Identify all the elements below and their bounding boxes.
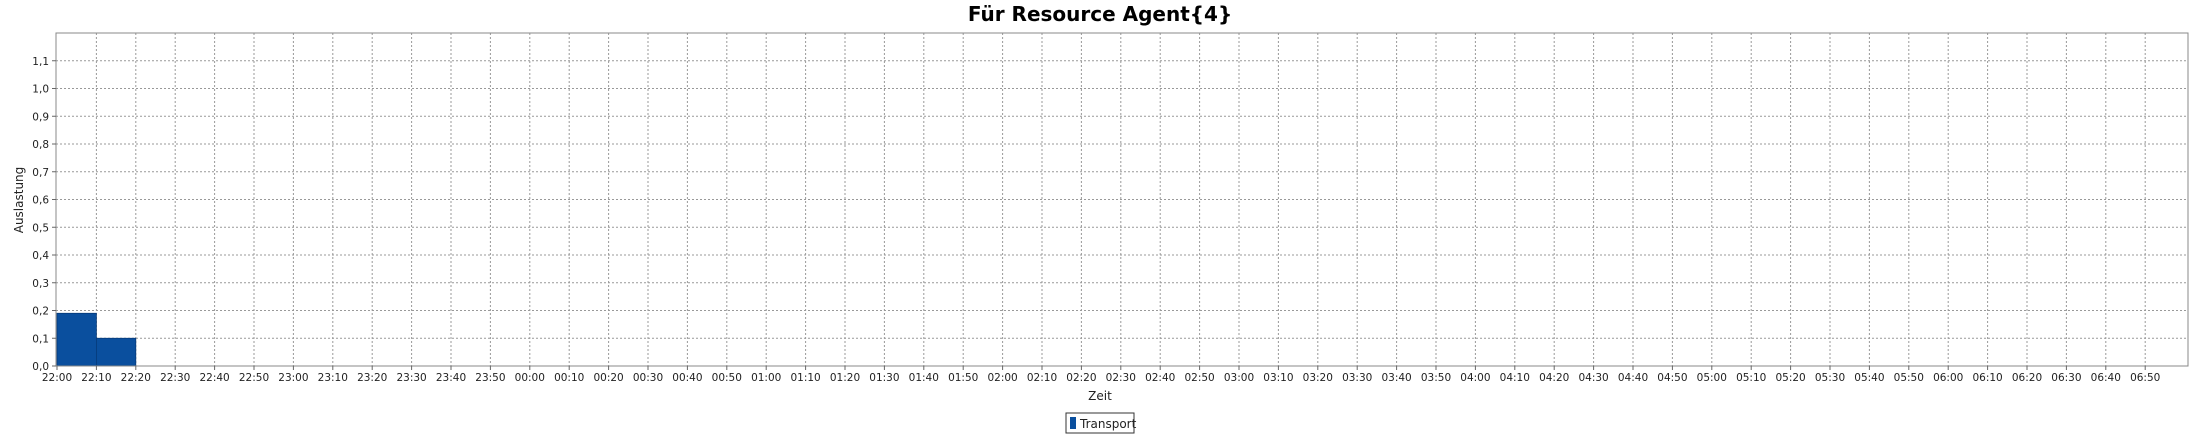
x-tick-label: 22:10 xyxy=(81,372,111,384)
y-tick-label: 0,9 xyxy=(32,111,49,123)
y-ticks: 0,0 0,1 0,2 0,3 0,4 0,5 0,6 0,7 0,8 0,9 1,0 1,1 xyxy=(32,56,56,373)
x-tick-label: 05:20 xyxy=(1775,372,1805,384)
x-tick-label: 23:30 xyxy=(396,372,426,384)
x-tick-label: 00:40 xyxy=(672,372,702,384)
x-tick-label: 02:40 xyxy=(1145,372,1175,384)
y-tick-label: 0,6 xyxy=(32,195,49,207)
y-tick-label: 0,8 xyxy=(32,139,49,151)
x-tick-label: 03:00 xyxy=(1224,372,1254,384)
bars xyxy=(56,312,137,367)
x-tick-label: 02:10 xyxy=(1027,372,1057,384)
legend-label: Transport xyxy=(1079,417,1137,431)
x-tick-label: 03:10 xyxy=(1263,372,1293,384)
y-tick-label: 0,0 xyxy=(32,361,49,373)
y-tick-label: 0,2 xyxy=(32,306,49,318)
x-tick-label: 03:40 xyxy=(1381,372,1411,384)
x-tick-label: 03:20 xyxy=(1303,372,1333,384)
x-tick-label: 01:40 xyxy=(909,372,939,384)
x-tick-label: 00:30 xyxy=(633,372,663,384)
x-tick-label: 02:50 xyxy=(1184,372,1214,384)
x-tick-label: 04:40 xyxy=(1618,372,1648,384)
legend: Transport xyxy=(1065,412,1137,434)
x-tick-label: 04:00 xyxy=(1460,372,1490,384)
x-tick-label: 04:50 xyxy=(1657,372,1687,384)
x-tick-label: 22:40 xyxy=(199,372,229,384)
x-tick-label: 05:10 xyxy=(1736,372,1766,384)
x-tick-label: 03:50 xyxy=(1421,372,1451,384)
chart-title: Für Resource Agent{4} xyxy=(968,2,1232,26)
x-tick-label: 01:20 xyxy=(830,372,860,384)
x-tick-label: 01:10 xyxy=(790,372,820,384)
y-tick-label: 0,7 xyxy=(32,167,49,179)
legend-box xyxy=(1065,412,1135,434)
grid xyxy=(56,33,2188,366)
y-tick-label: 0,5 xyxy=(32,222,49,234)
x-tick-label: 01:50 xyxy=(948,372,978,384)
x-tick-label: 05:40 xyxy=(1854,372,1884,384)
x-tick-label: 22:20 xyxy=(121,372,151,384)
x-tick-label: 06:50 xyxy=(2130,372,2160,384)
x-tick-label: 06:20 xyxy=(2012,372,2042,384)
x-tick-label: 02:20 xyxy=(1066,372,1096,384)
x-axis-label: Zeit xyxy=(1088,389,1112,403)
y-tick-label: 0,1 xyxy=(32,333,49,345)
x-tick-label: 02:00 xyxy=(987,372,1017,384)
x-tick-label: 02:30 xyxy=(1106,372,1136,384)
x-tick-label: 06:10 xyxy=(1972,372,2002,384)
x-tick-label: 06:40 xyxy=(2091,372,2121,384)
x-tick-label: 05:30 xyxy=(1815,372,1845,384)
y-tick-label: 0,3 xyxy=(32,278,49,290)
x-tick-label: 06:00 xyxy=(1933,372,1963,384)
x-tick-label: 00:10 xyxy=(554,372,584,384)
x-tick-label: 04:30 xyxy=(1578,372,1608,384)
y-tick-label: 1,1 xyxy=(32,56,49,68)
bar xyxy=(96,337,137,367)
x-tick-label: 05:50 xyxy=(1894,372,1924,384)
x-tick-label: 22:00 xyxy=(42,372,72,384)
y-tick-label: 1,0 xyxy=(32,84,49,96)
bar xyxy=(56,312,97,367)
x-tick-label: 03:30 xyxy=(1342,372,1372,384)
x-tick-label: 22:30 xyxy=(160,372,190,384)
x-ticks: 22:00 22:10 22:20 22:30 22:40 22:50 23:00 23:10… xyxy=(42,366,2160,384)
x-tick-label: 04:10 xyxy=(1500,372,1530,384)
legend-swatch xyxy=(1070,417,1076,429)
x-tick-label: 23:20 xyxy=(357,372,387,384)
x-tick-label: 22:50 xyxy=(239,372,269,384)
x-tick-label: 06:30 xyxy=(2051,372,2081,384)
x-tick-label: 00:00 xyxy=(515,372,545,384)
x-tick-label: 04:20 xyxy=(1539,372,1569,384)
x-tick-label: 23:40 xyxy=(436,372,466,384)
x-tick-label: 01:00 xyxy=(751,372,781,384)
x-tick-label: 23:00 xyxy=(278,372,308,384)
x-tick-label: 23:50 xyxy=(475,372,505,384)
y-tick-label: 0,4 xyxy=(32,250,49,262)
x-tick-label: 01:30 xyxy=(869,372,899,384)
x-tick-label: 23:10 xyxy=(318,372,348,384)
y-axis-label: Auslastung xyxy=(12,167,26,234)
x-tick-label: 00:50 xyxy=(712,372,742,384)
x-tick-label: 05:00 xyxy=(1697,372,1727,384)
x-tick-label: 00:20 xyxy=(593,372,623,384)
